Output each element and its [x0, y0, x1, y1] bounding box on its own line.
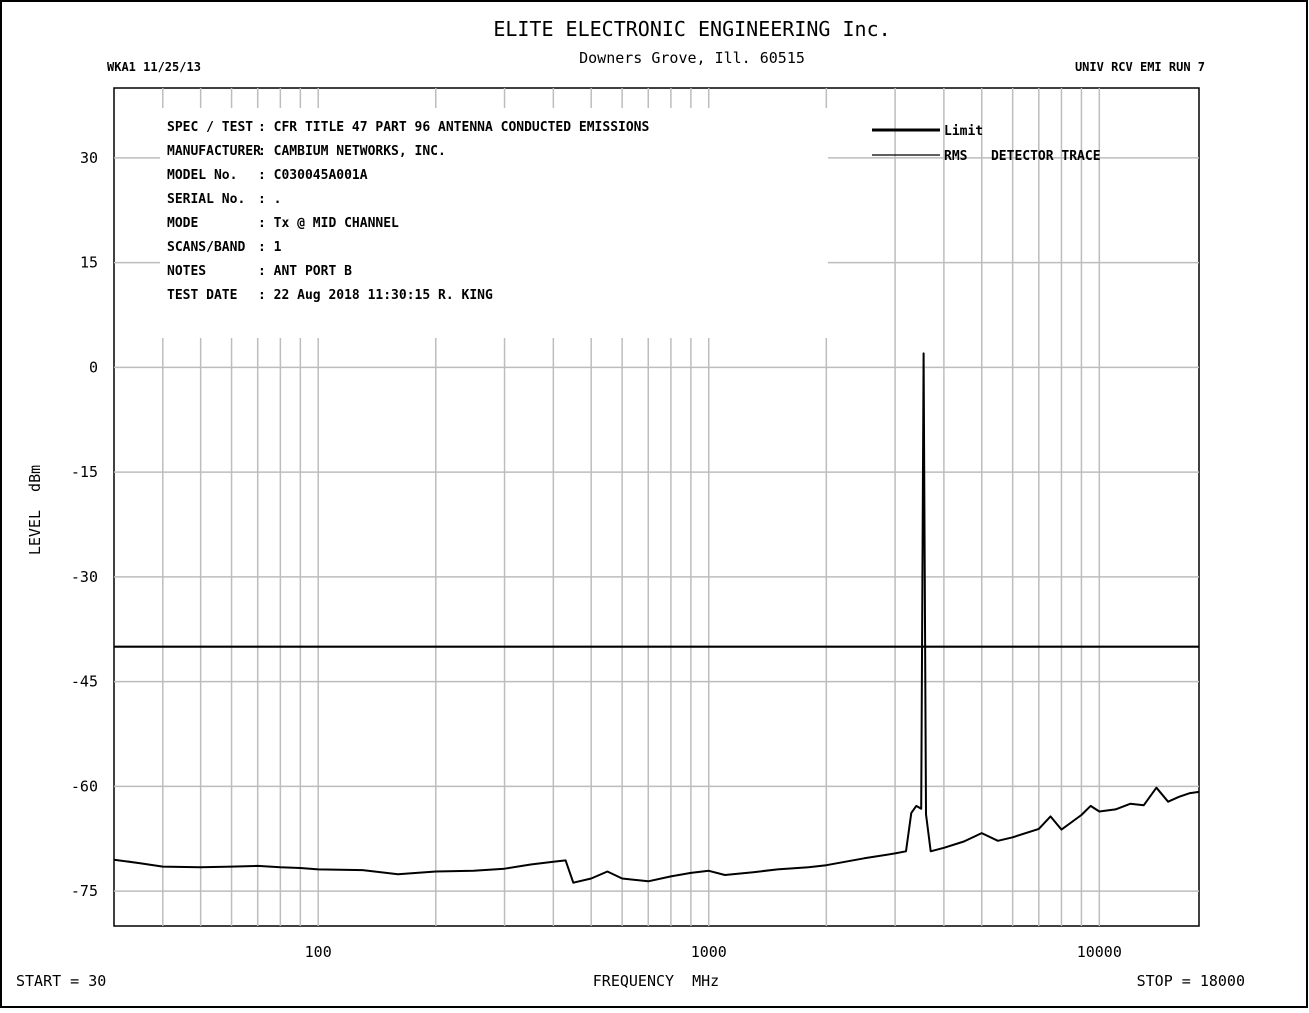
x-axis-label: FREQUENCY MHz [593, 972, 719, 990]
start-frequency: START = 30 [16, 972, 106, 990]
y-tick-label: -45 [71, 673, 98, 691]
company-location: Downers Grove, Ill. 60515 [579, 49, 805, 67]
info-value-notes: : ANT PORT B [258, 264, 352, 279]
test-info-block: SPEC / TEST : CFR TITLE 47 PART 96 ANTEN… [167, 120, 650, 303]
info-key-spec: SPEC / TEST [167, 120, 253, 135]
rms-trace-line [113, 352, 1200, 884]
y-axis-label: LEVEL dBm [26, 465, 44, 555]
legend-rms-label: RMS DETECTOR TRACE [944, 149, 1101, 164]
stop-frequency: STOP = 18000 [1137, 972, 1245, 990]
info-value-spec: : CFR TITLE 47 PART 96 ANTENNA CONDUCTED… [258, 120, 650, 135]
info-key-scans: SCANS/BAND [167, 240, 245, 255]
info-key-model: MODEL No. [167, 168, 237, 183]
chart-series [113, 352, 1200, 884]
info-key-date: TEST DATE [167, 288, 237, 303]
legend: Limit RMS DETECTOR TRACE [872, 124, 1101, 164]
x-tick-labels: 100 1000 10000 [305, 943, 1122, 961]
info-value-scans: : 1 [258, 240, 282, 255]
y-tick-label: -75 [71, 882, 98, 900]
y-tick-label: -30 [71, 568, 98, 586]
x-tick-label: 1000 [691, 943, 727, 961]
legend-limit-label: Limit [944, 124, 983, 139]
y-tick-labels: 30 15 0 -15 -30 -45 -60 -75 [71, 149, 98, 900]
info-value-serial: : . [258, 192, 281, 207]
company-title: ELITE ELECTRONIC ENGINEERING Inc. [493, 17, 890, 41]
y-tick-label: -15 [71, 463, 98, 481]
left-header-code: WKA1 11/25/13 [107, 60, 201, 74]
info-value-date: : 22 Aug 2018 11:30:15 R. KING [258, 288, 493, 303]
x-tick-label: 10000 [1077, 943, 1122, 961]
info-key-manufacturer: MANUFACTURER [167, 144, 261, 159]
right-header-code: UNIV RCV EMI RUN 7 [1075, 60, 1205, 74]
info-key-notes: NOTES [167, 264, 206, 279]
info-value-mode: : Tx @ MID CHANNEL [258, 216, 399, 231]
info-panel [160, 108, 828, 338]
y-tick-label: 30 [80, 149, 98, 167]
x-tick-label: 100 [305, 943, 332, 961]
info-value-manufacturer: : CAMBIUM NETWORKS, INC. [258, 144, 446, 159]
plot-frame [113, 87, 1200, 927]
info-value-model: : C030045A001A [258, 168, 368, 183]
y-tick-label: 0 [89, 358, 98, 376]
y-tick-label: -60 [71, 777, 98, 795]
info-key-mode: MODE [167, 216, 198, 231]
info-key-serial: SERIAL No. [167, 192, 245, 207]
y-tick-label: 15 [80, 254, 98, 272]
